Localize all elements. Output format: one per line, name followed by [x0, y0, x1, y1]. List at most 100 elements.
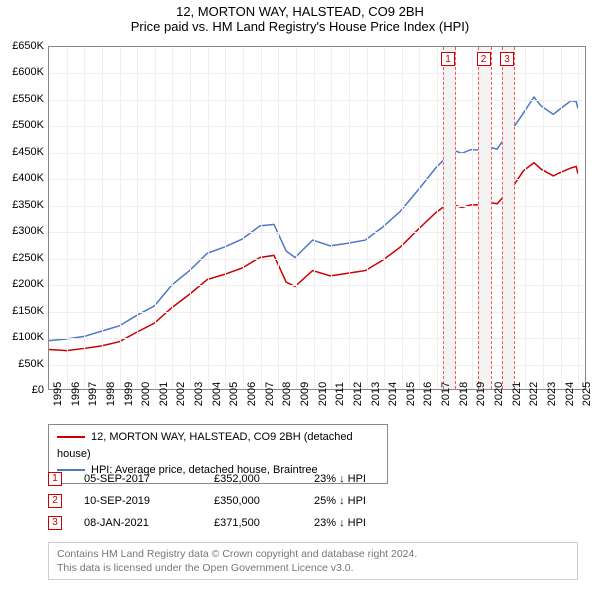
- event-price: £350,000: [214, 495, 314, 507]
- event-price: £352,000: [214, 473, 314, 485]
- x-axis-label: 2000: [140, 382, 152, 406]
- x-axis-label: 2007: [264, 382, 276, 406]
- x-axis-label: 2023: [546, 382, 558, 406]
- event-row: 2 10-SEP-2019£350,00025% ↓ HPI: [48, 490, 434, 512]
- chart-plot-area: [48, 46, 586, 390]
- gridline-vertical: [419, 47, 420, 389]
- chart-subtitle: Price paid vs. HM Land Registry's House …: [0, 19, 600, 40]
- gridline-vertical: [472, 47, 473, 389]
- x-axis-label: 2009: [299, 382, 311, 406]
- legend-item: 12, MORTON WAY, HALSTEAD, CO9 2BH (detac…: [57, 429, 379, 462]
- gridline-vertical: [561, 47, 562, 389]
- x-axis-label: 1999: [123, 382, 135, 406]
- x-axis-label: 2006: [246, 382, 258, 406]
- gridline-vertical: [437, 47, 438, 389]
- gridline-vertical: [67, 47, 68, 389]
- gridline-vertical: [349, 47, 350, 389]
- marker-band: [478, 47, 490, 389]
- footer-line-1: Contains HM Land Registry data © Crown c…: [57, 547, 569, 561]
- event-date: 10-SEP-2019: [84, 495, 214, 507]
- marker-band: [443, 47, 455, 389]
- y-axis-label: £350K: [0, 199, 44, 211]
- event-table: 1 05-SEP-2017£352,000 23% ↓ HPI 2 10-SEP-201…: [48, 468, 434, 534]
- y-axis-label: £450K: [0, 146, 44, 158]
- event-row: 105-SEP-2017£352,00023% ↓ HPI: [48, 468, 434, 490]
- gridline-vertical: [367, 47, 368, 389]
- y-axis-label: £150K: [0, 305, 44, 317]
- event-marker-box: 3: [48, 516, 62, 530]
- marker-edge: [455, 47, 456, 389]
- chart-container: { "header": { "title": "12, MORTON WAY, …: [0, 0, 600, 590]
- gridline-vertical: [384, 47, 385, 389]
- marker-edge: [443, 47, 444, 389]
- x-axis-label: 2011: [334, 382, 346, 406]
- y-axis-label: £500K: [0, 119, 44, 131]
- x-axis-label: 2015: [405, 382, 417, 406]
- y-axis-label: £550K: [0, 93, 44, 105]
- x-axis-label: 2003: [193, 382, 205, 406]
- marker-number-box: 3: [500, 52, 514, 66]
- marker-edge: [491, 47, 492, 389]
- x-axis-label: 2002: [175, 382, 187, 406]
- gridline-vertical: [525, 47, 526, 389]
- gridline-vertical: [261, 47, 262, 389]
- gridline-vertical: [84, 47, 85, 389]
- gridline-vertical: [543, 47, 544, 389]
- x-axis-label: 2024: [564, 382, 576, 406]
- y-axis-label: £0: [0, 384, 44, 396]
- event-delta: 23% ↓ HPI: [314, 517, 434, 529]
- y-axis-label: £300K: [0, 225, 44, 237]
- marker-number-box: 1: [441, 52, 455, 66]
- gridline-vertical: [102, 47, 103, 389]
- marker-band: [502, 47, 514, 389]
- x-axis-label: 2016: [422, 382, 434, 406]
- x-axis-label: 1995: [52, 382, 64, 406]
- gridline-vertical: [278, 47, 279, 389]
- marker-edge: [514, 47, 515, 389]
- event-row: 3 08-JAN-2021£371,50023% ↓ HPI: [48, 512, 434, 534]
- marker-edge: [502, 47, 503, 389]
- y-axis-label: £200K: [0, 278, 44, 290]
- x-axis-label: 2022: [528, 382, 540, 406]
- footer-note: Contains HM Land Registry data © Crown c…: [48, 542, 578, 580]
- marker-number-box: 2: [477, 52, 491, 66]
- y-axis-label: £600K: [0, 66, 44, 78]
- chart-title: 12, MORTON WAY, HALSTEAD, CO9 2BH: [0, 0, 600, 19]
- x-axis-label: 1996: [70, 382, 82, 406]
- event-price: £371,500: [214, 517, 314, 529]
- x-axis-label: 2010: [317, 382, 329, 406]
- x-axis-label: 2018: [458, 382, 470, 406]
- x-axis-label: 2012: [352, 382, 364, 406]
- gridline-vertical: [190, 47, 191, 389]
- y-axis-label: £650K: [0, 40, 44, 52]
- x-axis-label: 2004: [211, 382, 223, 406]
- legend-label: 12, MORTON WAY, HALSTEAD, CO9 2BH (detac…: [57, 431, 353, 460]
- x-axis-label: 2005: [228, 382, 240, 406]
- event-date: 08-JAN-2021: [84, 517, 214, 529]
- gridline-vertical: [137, 47, 138, 389]
- gridline-vertical: [296, 47, 297, 389]
- gridline-vertical: [243, 47, 244, 389]
- y-axis-label: £50K: [0, 358, 44, 370]
- x-axis-label: 2017: [440, 382, 452, 406]
- gridline-vertical: [120, 47, 121, 389]
- gridline-vertical: [402, 47, 403, 389]
- event-date: 05-SEP-2017: [84, 473, 214, 485]
- event-delta: 25% ↓ HPI: [314, 495, 434, 507]
- x-axis-label: 2014: [387, 382, 399, 406]
- marker-edge: [478, 47, 479, 389]
- y-axis-label: £400K: [0, 172, 44, 184]
- y-axis-label: £100K: [0, 331, 44, 343]
- x-axis-label: 2013: [370, 382, 382, 406]
- event-marker-box: 1: [48, 472, 62, 486]
- y-axis-label: £250K: [0, 252, 44, 264]
- x-axis-label: 2025: [581, 382, 593, 406]
- gridline-vertical: [208, 47, 209, 389]
- gridline-vertical: [172, 47, 173, 389]
- legend-swatch: [57, 436, 85, 438]
- footer-line-2: This data is licensed under the Open Gov…: [57, 561, 569, 575]
- gridline-vertical: [155, 47, 156, 389]
- gridline-vertical: [331, 47, 332, 389]
- x-axis-label: 2021: [511, 382, 523, 406]
- event-marker-box: 2: [48, 494, 62, 508]
